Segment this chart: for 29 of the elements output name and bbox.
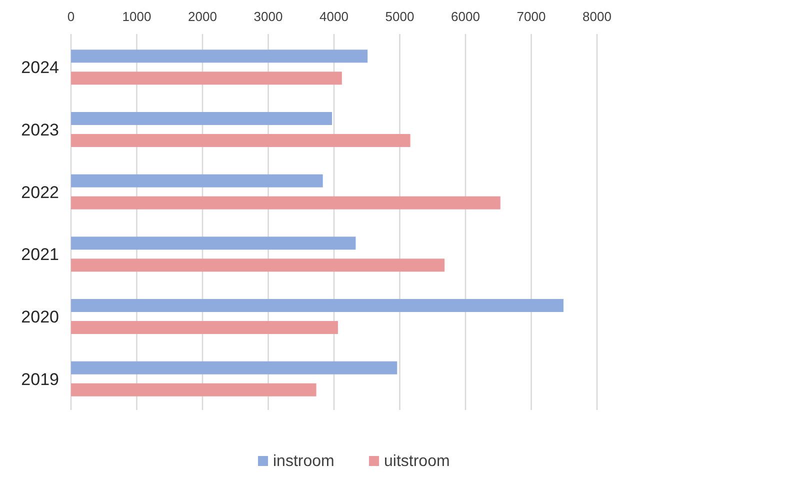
bar: [71, 134, 410, 147]
bar: [71, 112, 332, 125]
y-tick-label: 2022: [21, 182, 59, 202]
legend-label: instroom: [273, 453, 334, 470]
x-tick-label: 8000: [582, 9, 612, 24]
bar: [71, 174, 323, 188]
x-tick-label: 1000: [122, 9, 152, 24]
bar: [71, 50, 368, 63]
y-tick-label: 2023: [21, 120, 59, 140]
bar: [71, 361, 398, 374]
x-tick-label: 3000: [254, 9, 283, 24]
bar: [71, 299, 564, 312]
x-tick-label: 7000: [516, 9, 546, 24]
y-tick-label: 2021: [21, 245, 59, 264]
bar: [71, 383, 316, 396]
bar: [71, 258, 444, 272]
legend-label: uitstroom: [384, 453, 450, 470]
y-tick-label: 2019: [21, 370, 59, 389]
x-tick-label: 2000: [188, 9, 217, 24]
x-tick-label: 4000: [320, 9, 348, 24]
y-tick-label: 2020: [21, 308, 59, 326]
y-tick-label: 2024: [21, 58, 59, 78]
bar: [71, 196, 500, 210]
x-tick-label: 5000: [385, 9, 414, 24]
bar: [71, 72, 342, 85]
x-tick-label: 0: [67, 9, 75, 24]
bar: [71, 236, 356, 250]
x-tick-label: 6000: [451, 9, 480, 24]
bar: [71, 321, 338, 334]
